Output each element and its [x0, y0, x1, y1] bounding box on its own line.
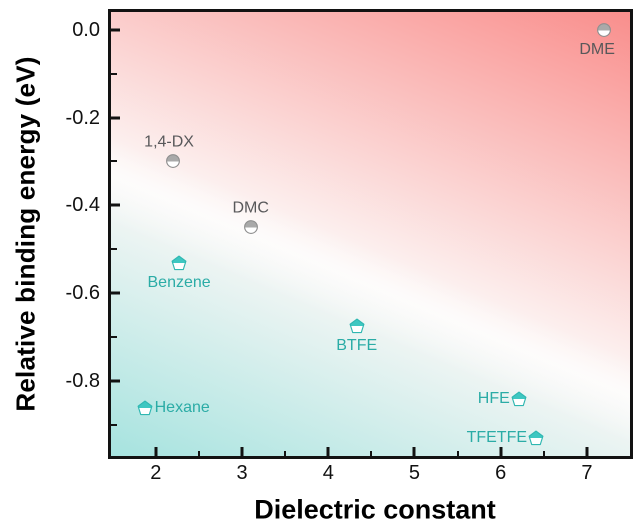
point-label-btfe: BTFE — [336, 337, 378, 355]
half-pentagon-marker-icon — [349, 318, 365, 334]
half-pentagon-marker-icon — [171, 255, 187, 270]
y-axis-major-tick — [111, 379, 120, 383]
x-axis-title: Dielectric constant — [254, 494, 496, 525]
x-axis-minor-tick — [542, 451, 545, 456]
point-label-tfetfe: TFETFE — [466, 429, 528, 447]
x-axis-minor-tick — [284, 451, 287, 456]
x-axis-tick-label: 2 — [150, 462, 162, 484]
point-label-hexane: Hexane — [154, 398, 210, 416]
half-circle-marker-icon — [597, 22, 612, 37]
point-label-1-4-dx: 1,4-DX — [144, 134, 194, 152]
x-axis-minor-tick — [370, 451, 373, 456]
y-axis-minor-tick — [111, 248, 117, 251]
y-axis-tick-label: 0.0 — [72, 18, 100, 41]
x-axis-tick-label: 3 — [236, 462, 248, 484]
point-label-benzene: Benzene — [147, 273, 211, 291]
y-axis-major-tick — [111, 291, 120, 295]
x-axis-tick-label: 7 — [581, 462, 593, 484]
y-axis-major-tick — [111, 28, 120, 32]
plot-area: 2 3 4 5 6 7 0.0 -0.2 -0.4 -0.6 -0.8 DME 1,4-DX DMC Ben… — [66, 9, 633, 483]
y-axis-tick-label: -0.4 — [65, 194, 100, 217]
y-axis-minor-tick — [111, 160, 117, 163]
half-circle-marker-icon — [243, 220, 258, 235]
y-axis-minor-tick — [111, 424, 117, 427]
x-axis-tick-label: 5 — [408, 462, 421, 484]
x-axis-major-tick — [585, 447, 589, 456]
y-axis-tick-label: -0.2 — [65, 106, 100, 129]
y-axis-major-tick — [111, 203, 120, 207]
x-axis-minor-tick — [197, 451, 200, 456]
y-axis-major-tick — [111, 116, 120, 119]
point-label-dmc: DMC — [232, 200, 269, 217]
y-axis-tick-label: -0.6 — [65, 282, 100, 305]
y-axis-minor-tick — [111, 72, 117, 75]
y-axis-title: Relative binding energy (eV) — [10, 56, 41, 412]
x-axis-tick-label: 6 — [495, 462, 507, 484]
half-pentagon-marker-icon — [137, 400, 153, 415]
y-axis-tick-label: -0.8 — [65, 370, 100, 393]
half-circle-marker-icon — [166, 154, 181, 169]
point-label-hfe: HFE — [477, 389, 510, 407]
x-axis-major-tick — [499, 447, 503, 456]
half-pentagon-marker-icon — [511, 391, 527, 407]
half-pentagon-marker-icon — [528, 430, 544, 446]
x-axis-major-tick — [412, 447, 416, 456]
x-axis-tick-label: 4 — [322, 462, 334, 484]
x-axis-major-tick — [154, 447, 158, 456]
x-axis-major-tick — [326, 447, 330, 456]
point-label-dme: DME — [579, 40, 615, 58]
x-axis-minor-tick — [456, 451, 459, 456]
x-axis-major-tick — [240, 447, 244, 456]
y-axis-minor-tick — [111, 336, 117, 339]
